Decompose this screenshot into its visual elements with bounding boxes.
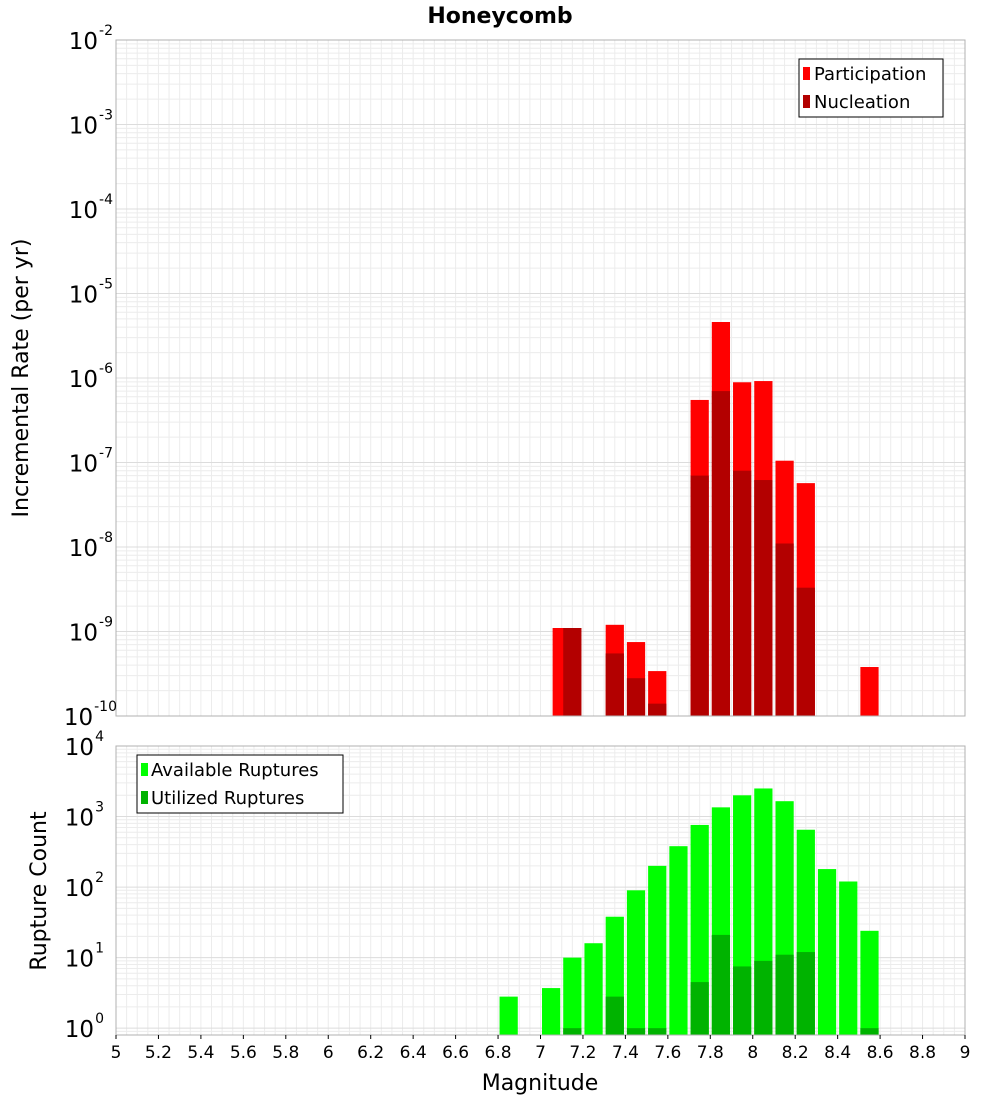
count-y-axis-label: Rupture Count [27, 811, 52, 971]
count-bars [499, 788, 879, 1035]
x-tick-label: 7.8 [697, 1043, 724, 1063]
x-tick-label: 8.8 [909, 1043, 936, 1063]
rate-y-tick-label: 10-2 [69, 23, 113, 55]
count-legend: Available Ruptures Utilized Ruptures [136, 754, 344, 814]
rate-bar-nucleation [733, 470, 752, 716]
x-tick-label: 5.4 [187, 1043, 214, 1063]
count-bar-utilized-ruptures [648, 1028, 667, 1035]
rate-legend: Participation Nucleation [798, 58, 944, 118]
rate-bar-nucleation [648, 703, 667, 716]
rate-bar-nucleation [563, 628, 582, 716]
count-legend-box [136, 754, 344, 814]
rate-y-tick-label: 10-7 [69, 446, 113, 478]
legend-label-nucleation: Nucleation [814, 92, 910, 113]
count-bar-available-ruptures [584, 943, 603, 1035]
count-bar-available-ruptures [839, 881, 858, 1035]
x-tick-label: 8.2 [782, 1043, 809, 1063]
count-y-tick-label: 104 [65, 729, 104, 761]
count-bar-utilized-ruptures [605, 996, 624, 1035]
count-y-tick-label: 103 [65, 800, 104, 832]
x-tick-label: 9 [960, 1043, 971, 1063]
rate-bar-nucleation [690, 475, 709, 716]
x-tick-label: 6.4 [400, 1043, 427, 1063]
legend-swatch-available [141, 763, 148, 776]
rate-bar-nucleation [605, 653, 624, 716]
x-tick-label: 5.8 [272, 1043, 299, 1063]
rate-y-tick-label: 10-6 [69, 361, 113, 393]
rate-panel: 10-10 10-9 10-8 10-7 10-6 10-5 10-4 10-3 10-2 In… [9, 23, 966, 731]
count-gridlines [115, 745, 966, 1036]
x-tick-label: 7.2 [569, 1043, 596, 1063]
rate-y-tick-label: 10-9 [69, 615, 113, 647]
x-tick-label: 7.4 [612, 1043, 639, 1063]
rate-y-tick-label: 10-4 [69, 192, 113, 224]
rate-y-tick-label: 10-3 [69, 108, 113, 140]
x-tick-label: 5.6 [230, 1043, 257, 1063]
count-bar-available-ruptures [542, 988, 561, 1035]
rate-y-tick-label: 10-10 [64, 699, 117, 731]
rate-plot-frame [115, 39, 966, 717]
x-tick-label: 5.2 [145, 1043, 172, 1063]
count-y-ticks: 100 101 102 103 104 [65, 729, 104, 1043]
x-tick-label: 8 [747, 1043, 758, 1063]
rate-bar-participation [860, 667, 879, 716]
rate-y-tick-label: 10-5 [69, 277, 113, 309]
count-bar-utilized-ruptures [754, 960, 773, 1035]
x-tick-label: 6.2 [357, 1043, 384, 1063]
count-bar-utilized-ruptures [796, 952, 815, 1035]
count-bar-utilized-ruptures [690, 982, 709, 1035]
rate-bars [552, 321, 879, 716]
x-tick-label: 5 [111, 1043, 122, 1063]
count-bar-utilized-ruptures [733, 966, 752, 1035]
chart-title: Honeycomb [427, 4, 572, 29]
rate-bar-nucleation [626, 678, 646, 716]
count-bar-available-ruptures [626, 890, 646, 1035]
count-bar-available-ruptures [860, 930, 879, 1035]
count-y-tick-label: 101 [65, 941, 104, 973]
x-axis-label: Magnitude [482, 1071, 599, 1096]
rate-y-axis-label: Incremental Rate (per yr) [9, 239, 34, 518]
x-tick-label: 7 [535, 1043, 546, 1063]
rate-bar-nucleation [754, 480, 773, 716]
count-bar-available-ruptures [648, 865, 667, 1035]
count-panel: 100 101 102 103 104 5 5.2 5.4 5.6 5.8 6 6.2 6.4 6.6 6… [27, 729, 970, 1096]
rate-bar-nucleation [711, 391, 731, 716]
legend-label-available: Available Ruptures [151, 760, 319, 781]
x-tick-label: 6 [323, 1043, 334, 1063]
rate-y-ticks: 10-10 10-9 10-8 10-7 10-6 10-5 10-4 10-3 10-2 [64, 23, 117, 731]
rate-y-tick-label: 10-8 [69, 530, 113, 562]
legend-swatch-utilized [141, 791, 148, 804]
legend-swatch-participation [803, 67, 810, 80]
count-bar-utilized-ruptures [563, 1028, 582, 1035]
x-tick-label: 6.8 [485, 1043, 512, 1063]
x-tick-label: 8.6 [867, 1043, 894, 1063]
count-bar-available-ruptures [563, 957, 582, 1035]
count-bar-available-ruptures [817, 869, 837, 1035]
rate-bar-nucleation [796, 587, 815, 716]
x-tick-label: 8.4 [824, 1043, 851, 1063]
count-bar-utilized-ruptures [711, 934, 731, 1035]
x-tick-label: 6.6 [442, 1043, 469, 1063]
count-bar-utilized-ruptures [626, 1028, 646, 1035]
rate-bar-nucleation [775, 543, 794, 716]
count-bar-utilized-ruptures [775, 954, 794, 1035]
legend-label-participation: Participation [814, 64, 926, 85]
legend-swatch-nucleation [803, 95, 810, 108]
rate-legend-box [798, 58, 944, 118]
rate-gridlines [115, 39, 966, 717]
x-axis-ticks: 5 5.2 5.4 5.6 5.8 6 6.2 6.4 6.6 6.8 7 7.2 7.4 7.6 7.8 8… [111, 1035, 971, 1063]
x-tick-label: 7.6 [654, 1043, 681, 1063]
count-bar-available-ruptures [669, 846, 688, 1035]
count-y-tick-label: 100 [65, 1011, 104, 1043]
legend-label-utilized: Utilized Ruptures [151, 788, 304, 809]
count-bar-utilized-ruptures [860, 1028, 879, 1035]
count-y-tick-label: 102 [65, 870, 104, 902]
count-bar-available-ruptures [499, 996, 518, 1035]
